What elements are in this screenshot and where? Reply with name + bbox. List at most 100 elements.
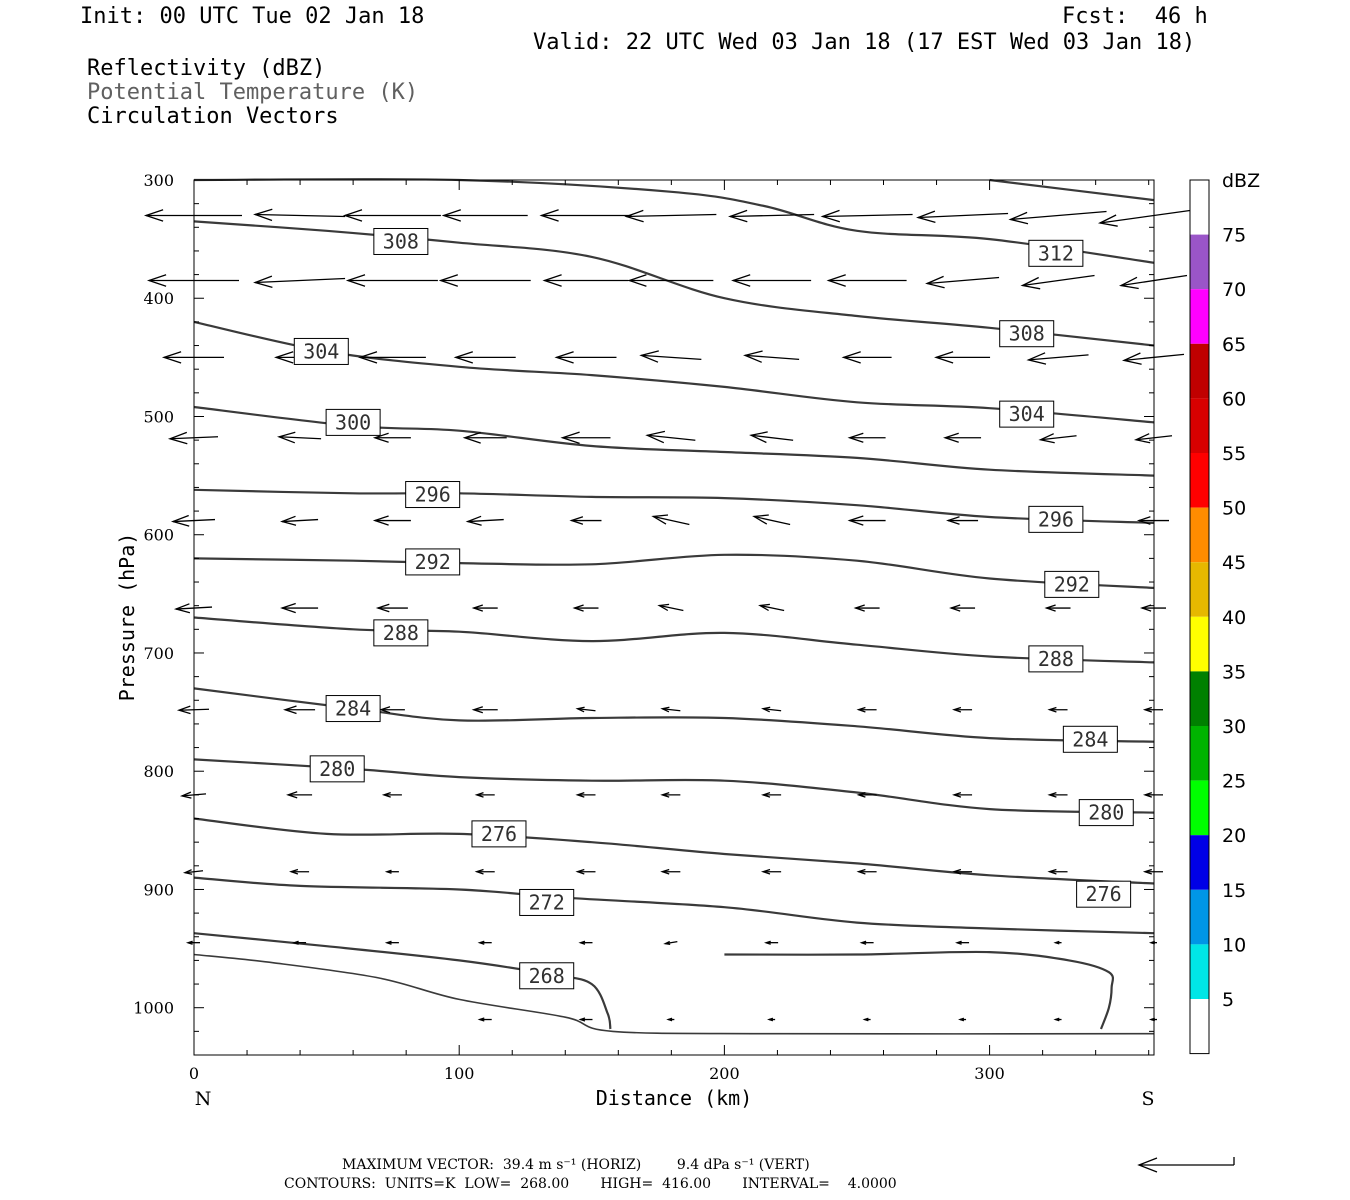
circulation-vector [856,868,877,875]
y-tick-label: 800 [143,762,174,781]
circulation-vector [952,706,973,713]
vector-head [179,791,192,799]
vector-head [1133,433,1151,444]
vector-head [438,274,459,287]
colorbar-swatch [1190,343,1209,399]
colorbar-tick-label: 75 [1222,225,1246,247]
colorbar-swatch [1190,999,1209,1054]
contour-label-text: 292 [1054,572,1090,596]
circulation-vector [752,514,791,526]
vector-head [651,514,669,525]
contour-label-308: 308 [373,227,429,255]
contours-note: CONTOURS: UNITS=K LOW= 268.00 HIGH= 416.… [284,1176,897,1192]
colorbar-tick-label: 70 [1222,279,1246,301]
vector-head [752,514,769,525]
vector-head [925,275,945,289]
isentrope-308 [193,220,1155,347]
y-tick-label: 600 [143,526,174,545]
circulation-vector [767,1017,776,1022]
circulation-vector [862,1017,871,1022]
circulation-vector [560,431,611,445]
circulation-vector [624,209,717,223]
vector-head [1136,516,1151,525]
circulation-vector [925,275,1000,289]
vector-head [372,515,389,526]
contour-label-box [1062,725,1118,753]
contour-label-box [373,619,429,647]
vector-head [176,705,191,715]
circulation-vector [1047,706,1068,713]
colorbar-tick-label: 20 [1222,825,1246,847]
y-tick-label: 700 [143,644,174,663]
vector-head [292,940,299,945]
circulation-vector [438,274,531,287]
circulation-vector [280,515,319,526]
contour-label-272: 272 [519,888,575,916]
colorbar: 75 70 65 60 55 50 45 40 35 30 25 20 15 10 5 [1189,179,1246,1055]
vector-shaft [927,276,1000,285]
circulation-vector [477,1017,492,1022]
contour-label-284: 284 [325,695,381,723]
contour-label-box [293,337,349,365]
vector-head [731,274,751,287]
vector-shaft [577,708,596,712]
reference-vector [1137,1157,1235,1173]
circulation-vector [651,514,690,526]
vector-head [253,208,273,222]
vector-head [170,514,190,527]
vector-head [554,351,574,364]
contour-label-box [1028,239,1084,267]
legend-circulation-vectors: Circulation Vectors [87,104,339,129]
vector-head [856,868,866,875]
vector-head [357,351,378,364]
contour-label-292: 292 [405,548,461,576]
contour-label-text: 284 [335,697,371,721]
colorbar-tick-label: 40 [1222,607,1246,629]
contour-label-text: 276 [481,822,517,846]
circulation-vector [1053,940,1062,945]
forecast-hour: Fcst: 46 h [1062,4,1208,29]
isentrope-272 [193,876,1155,935]
vector-head [474,868,484,875]
x-tick-label: 200 [709,1064,740,1083]
vector-shaft [255,277,346,284]
vector-head [286,791,298,799]
vector-shaft [662,708,681,712]
isentrope-276 [193,817,1155,885]
x-axis-label: Distance (km) [596,1086,753,1110]
vector-head [859,940,867,945]
circulation-vector [554,351,617,364]
vector-head [277,431,296,444]
legend-potential-temperature: Potential Temperature (K) [87,80,419,105]
circulation-vector [1026,352,1089,365]
vector-head [853,604,865,612]
vector-head [167,431,188,445]
vector-head [826,274,846,287]
vector-head [182,869,193,875]
circulation-vector [375,603,408,613]
vector-head [345,274,366,287]
vector-head [143,209,164,222]
axes-layer: 300 400 500 600 700 800 900 1000 0 100 200 300 [133,171,1154,1083]
colorbar-swatch [1190,616,1209,672]
contour-label-text: 308 [383,229,419,253]
contour-label-300: 300 [325,408,381,436]
colorbar-swatch [1190,835,1209,890]
x-axis-south-label: S [1141,1088,1154,1110]
isentrope-316 [989,178,1155,202]
colorbar-swatch [1190,780,1209,836]
isentrope-296 [193,488,1155,524]
contour-label-308: 308 [999,320,1055,348]
y-axis-label: Pressure (hPa) [115,533,139,702]
vector-head [1053,940,1060,945]
vector-head [381,791,391,798]
vector-shaft [282,518,319,523]
vector-shaft [641,354,702,361]
vector-head [841,351,861,364]
vector-head [946,516,960,525]
contour-label-box [405,481,461,509]
circulation-vector [1020,274,1095,290]
vector-head [462,431,481,444]
circulation-vector [952,791,973,798]
vector-head [958,1017,965,1022]
